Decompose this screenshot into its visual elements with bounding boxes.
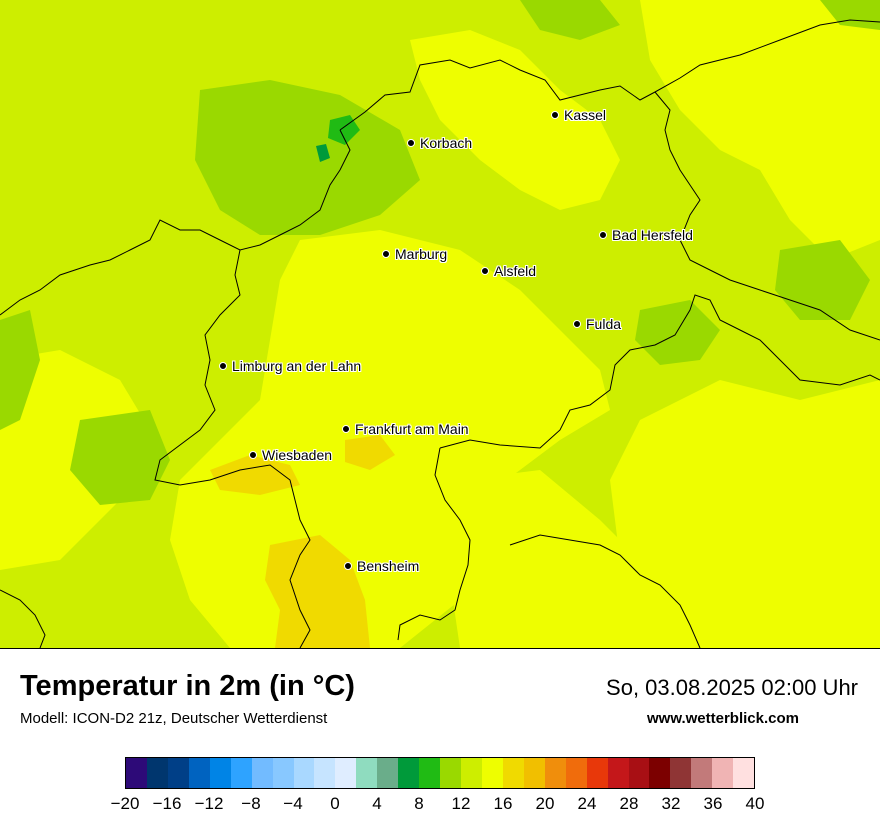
legend-swatch <box>230 758 252 788</box>
field-warm-wiesbaden <box>210 455 300 495</box>
legend-tick-label: 28 <box>619 794 639 813</box>
field-cold-spot <box>328 115 360 145</box>
legend-tick-label: 36 <box>703 794 723 813</box>
legend-swatch <box>440 758 461 788</box>
city-marker-icon <box>344 562 352 571</box>
model-source: Modell: ICON-D2 21z, Deutscher Wetterdie… <box>20 710 328 727</box>
legend-swatch <box>167 758 189 788</box>
legend-swatch <box>691 758 713 788</box>
legend-swatch <box>209 758 231 788</box>
legend-swatch <box>146 758 168 788</box>
city-korbach: Korbach <box>407 135 472 151</box>
legend-swatch <box>565 758 587 788</box>
legend-tick-label: −8 <box>241 794 261 813</box>
field-warm-rhine <box>265 535 370 648</box>
map-field <box>0 0 880 648</box>
state-borders <box>0 19 880 648</box>
forecast-datetime: So, 03.08.2025 02:00 Uhr <box>606 675 858 700</box>
legend-tick-label: 12 <box>451 794 471 813</box>
legend-swatch <box>607 758 629 788</box>
legend-swatch <box>733 758 755 788</box>
legend-tick-label: −4 <box>283 794 303 813</box>
legend-swatch <box>356 758 378 788</box>
city-kassel: Kassel <box>551 107 606 123</box>
field-yellow-se <box>610 380 880 648</box>
city-alsfeld: Alsfeld <box>481 263 536 279</box>
site-url[interactable]: www.wetterblick.com <box>647 710 799 727</box>
legend-tick-label: 0 <box>330 794 340 813</box>
legend-swatch <box>126 758 147 788</box>
field-green-east <box>775 240 870 320</box>
legend-tick-label: 20 <box>535 794 555 813</box>
legend-swatch <box>335 758 357 788</box>
field-yellow-south <box>450 470 660 648</box>
legend-swatch <box>251 758 273 788</box>
city-marburg: Marburg <box>382 246 447 262</box>
legend-swatch <box>461 758 482 788</box>
city-bensheim: Bensheim <box>344 558 419 574</box>
map-title: Temperatur in 2m (in °C) <box>20 670 355 702</box>
field-cold-spot-2 <box>316 144 330 162</box>
city-marker-icon <box>342 425 350 434</box>
field-green-upland <box>195 80 420 235</box>
city-marker-icon <box>382 250 390 259</box>
legend-swatch <box>628 758 650 788</box>
legend-swatch <box>712 758 734 788</box>
city-frankfurt: Frankfurt am Main <box>342 421 469 437</box>
legend-swatch <box>377 758 399 788</box>
legend-swatch <box>670 758 692 788</box>
field-green-rhoen <box>635 300 720 365</box>
legend-swatch <box>523 758 545 788</box>
color-scale-ticks: −20 −16 −12 −8 −4 0 4 8 12 16 20 24 28 32 36 40 <box>111 794 765 816</box>
legend-tick-label: 16 <box>493 794 513 813</box>
field-yellow-north <box>410 30 620 210</box>
legend-swatch <box>314 758 336 788</box>
city-marker-icon <box>219 362 227 371</box>
city-bad-hersfeld: Bad Hersfeld <box>599 227 693 243</box>
legend-tick-label: 8 <box>414 794 424 813</box>
legend-swatch <box>272 758 294 788</box>
legend-swatch <box>293 758 315 788</box>
legend-swatch <box>419 758 441 788</box>
city-marker-icon <box>249 451 257 460</box>
field-green-north <box>520 0 620 40</box>
color-scale-legend <box>125 757 755 789</box>
city-marker-icon <box>481 267 489 276</box>
temperature-map[interactable]: Kassel Korbach Bad Hersfeld Marburg Alsf… <box>0 0 880 649</box>
city-marker-icon <box>599 231 607 240</box>
legend-swatch <box>188 758 210 788</box>
legend-swatch <box>502 758 524 788</box>
city-wiesbaden: Wiesbaden <box>249 447 332 463</box>
legend-tick-label: −12 <box>194 794 224 813</box>
legend-tick-label: −16 <box>152 794 182 813</box>
city-marker-icon <box>407 139 415 148</box>
field-green-taunus <box>70 410 170 505</box>
legend-swatch <box>481 758 503 788</box>
field-warm-frankfurt <box>345 435 395 470</box>
city-fulda: Fulda <box>573 316 621 332</box>
city-marker-icon <box>573 320 581 329</box>
legend-tick-label: 24 <box>577 794 597 813</box>
field-green-ne-corner <box>820 0 880 30</box>
city-limburg: Limburg an der Lahn <box>219 358 361 374</box>
legend-tick-label: 32 <box>661 794 681 813</box>
legend-tick-label: 4 <box>372 794 382 813</box>
legend-swatch <box>649 758 671 788</box>
legend-tick-label: −20 <box>110 794 140 813</box>
legend-swatch <box>544 758 566 788</box>
legend-swatch <box>586 758 608 788</box>
legend-tick-label: 40 <box>745 794 765 813</box>
field-green-west <box>0 310 40 430</box>
legend-swatch <box>398 758 420 788</box>
city-marker-icon <box>551 111 559 120</box>
